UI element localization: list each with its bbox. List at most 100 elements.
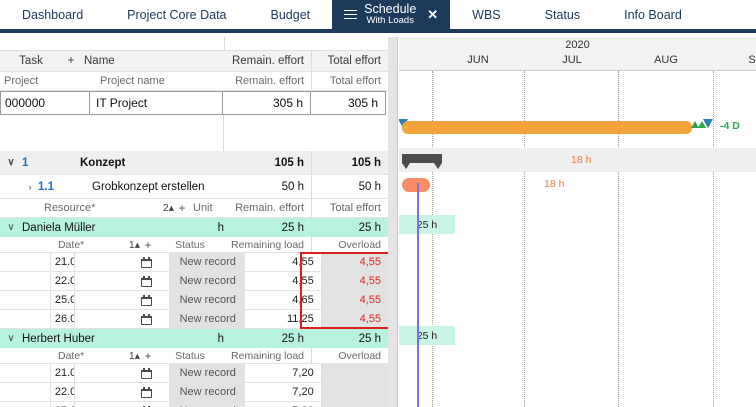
row-date[interactable]: 26.05.20: [49, 310, 75, 328]
calendar-icon[interactable]: [125, 253, 170, 271]
calendar-icon[interactable]: [125, 364, 170, 382]
gantt-canvas[interactable]: -4 D 18 h 18 h 25 h 25 h: [399, 71, 756, 407]
row-overload[interactable]: [321, 364, 388, 382]
table-row[interactable]: 21.05.20 New record 7,20: [0, 364, 388, 383]
row-status[interactable]: New record: [169, 402, 245, 407]
row-overload[interactable]: [321, 383, 388, 401]
row-status[interactable]: New record: [169, 272, 245, 290]
resource-row-daniela-muller[interactable]: ∨ Daniela Müller h 25 h 25 h: [0, 218, 388, 237]
gantt-month-jun: JUN: [467, 54, 489, 66]
tab-label: Info Board: [624, 7, 682, 22]
task-bar[interactable]: [402, 178, 430, 192]
project-row[interactable]: 000000 IT Project 305 h 305 h: [0, 91, 388, 115]
tab-status[interactable]: Status: [523, 0, 602, 29]
table-row[interactable]: 21.05.20 New record 4,55 4,55: [0, 253, 388, 272]
gantt-row-konzept[interactable]: 18 h: [399, 148, 756, 172]
calendar-icon[interactable]: [125, 383, 170, 401]
row-status[interactable]: New record: [169, 383, 245, 401]
header-task[interactable]: Task: [19, 55, 43, 67]
hamburger-icon[interactable]: [344, 9, 358, 20]
header-total-effort[interactable]: Total effort: [327, 55, 382, 67]
row-overload[interactable]: [321, 402, 388, 407]
gantt-row-herbert-huber[interactable]: 25 h: [399, 326, 756, 345]
add-column-icon[interactable]: +: [67, 55, 75, 67]
grid-gantt-divider[interactable]: [388, 37, 398, 407]
unit-col-label[interactable]: Unit: [193, 202, 213, 214]
calendar-icon[interactable]: [125, 310, 170, 328]
header-remain-effort[interactable]: Remain. effort: [224, 51, 312, 71]
chevron-down-icon[interactable]: ∨: [7, 222, 15, 233]
gantt-row-project[interactable]: -4 D: [399, 114, 756, 138]
row-date[interactable]: 25.05.20: [49, 291, 75, 309]
tab-wbs[interactable]: WBS: [450, 0, 522, 29]
table-row[interactable]: 22.05.20 New record 4,55 4,55: [0, 272, 388, 291]
row-remaining-load[interactable]: 4,55: [245, 272, 322, 290]
date-sort-order[interactable]: 1: [128, 349, 135, 362]
task-row-grobkonzept[interactable]: › 1.1 Grobkonzept erstellen 50 h 50 h: [0, 175, 388, 199]
project-name-field[interactable]: IT Project: [89, 91, 223, 115]
project-bar[interactable]: [402, 121, 692, 134]
tab-label: Project Core Data: [127, 7, 227, 22]
gantt-row-daniela-muller[interactable]: 25 h: [399, 215, 756, 234]
date-col-label[interactable]: Date*: [58, 237, 110, 252]
project-total-effort[interactable]: 305 h: [310, 91, 386, 115]
row-remaining-load[interactable]: 7,20: [245, 402, 322, 407]
tab-schedule[interactable]: Schedule With Loads ✕: [332, 0, 451, 29]
chevron-down-icon[interactable]: ∨: [7, 157, 15, 168]
tab-project-core-data[interactable]: Project Core Data: [105, 0, 248, 29]
sort-asc-icon[interactable]: ▴: [134, 238, 140, 251]
date-sort-order[interactable]: 1: [128, 238, 135, 251]
tab-budget[interactable]: Budget: [249, 0, 333, 29]
row-overload[interactable]: 4,55: [321, 291, 388, 309]
chevron-right-icon[interactable]: ›: [28, 181, 32, 192]
row-date[interactable]: 22.05.20: [49, 383, 75, 401]
row-remaining-load[interactable]: 4,65: [245, 291, 322, 309]
resource-col-label[interactable]: Resource*: [44, 202, 96, 214]
chevron-down-icon[interactable]: ∨: [7, 333, 15, 344]
resource-sort-order[interactable]: 2: [162, 202, 169, 214]
sort-asc-icon[interactable]: ▴: [134, 349, 140, 362]
row-date[interactable]: 25.05.20: [49, 402, 75, 407]
row-overload[interactable]: 4,55: [321, 272, 388, 290]
calendar-icon[interactable]: [125, 402, 170, 407]
add-column-icon[interactable]: +: [144, 348, 152, 363]
table-row[interactable]: 22.05.20 New record 7,20: [0, 383, 388, 402]
summary-bar[interactable]: [402, 154, 442, 169]
date-col-label[interactable]: Date*: [58, 348, 110, 363]
add-column-icon[interactable]: +: [144, 237, 152, 252]
row-status[interactable]: New record: [169, 253, 245, 271]
row-date[interactable]: 21.05.20: [49, 364, 75, 382]
project-id-field[interactable]: 000000: [0, 91, 90, 115]
group-row-konzept[interactable]: ∨ 1 Konzept 105 h 105 h: [0, 151, 388, 175]
row-status[interactable]: New record: [169, 364, 245, 382]
row-status[interactable]: New record: [169, 310, 245, 328]
row-remaining-load[interactable]: 4,55: [245, 253, 322, 271]
row-overload[interactable]: 4,55: [321, 253, 388, 271]
sort-asc-icon[interactable]: ▴: [168, 202, 174, 214]
tab-info-board[interactable]: Info Board: [602, 0, 704, 29]
resource-row-herbert-huber[interactable]: ∨ Herbert Huber h 25 h 25 h: [0, 329, 388, 348]
row-remaining-load[interactable]: 11,25: [245, 310, 322, 328]
row-status[interactable]: New record: [169, 291, 245, 309]
calendar-icon[interactable]: [125, 272, 170, 290]
row-date[interactable]: 21.05.20: [49, 253, 75, 271]
gantt-row-grobkonzept[interactable]: 18 h: [399, 172, 756, 196]
date-header: Date* 1 ▴ + Status Remaining load Overlo…: [0, 348, 388, 364]
task-id: 1.1: [38, 180, 54, 193]
project-remain-effort[interactable]: 305 h: [222, 91, 311, 115]
row-date[interactable]: 22.05.20: [49, 272, 75, 290]
table-row[interactable]: 25.05.20 New record 7,20: [0, 402, 388, 407]
tab-dashboard[interactable]: Dashboard: [0, 0, 105, 29]
table-row[interactable]: 26.05.20 New record 11,25 4,55: [0, 310, 388, 329]
header-name[interactable]: Name: [84, 55, 115, 67]
close-icon[interactable]: ✕: [427, 7, 439, 22]
row-remaining-load[interactable]: 7,20: [245, 364, 322, 382]
calendar-icon[interactable]: [125, 291, 170, 309]
status-col-label[interactable]: Status: [175, 238, 205, 251]
add-column-icon[interactable]: +: [178, 201, 186, 215]
status-col-label[interactable]: Status: [175, 349, 205, 362]
delay-marker-icon: [698, 121, 706, 128]
row-remaining-load[interactable]: 7,20: [245, 383, 322, 401]
table-row[interactable]: 25.05.20 New record 4,65 4,55: [0, 291, 388, 310]
row-overload[interactable]: 4,55: [321, 310, 388, 328]
